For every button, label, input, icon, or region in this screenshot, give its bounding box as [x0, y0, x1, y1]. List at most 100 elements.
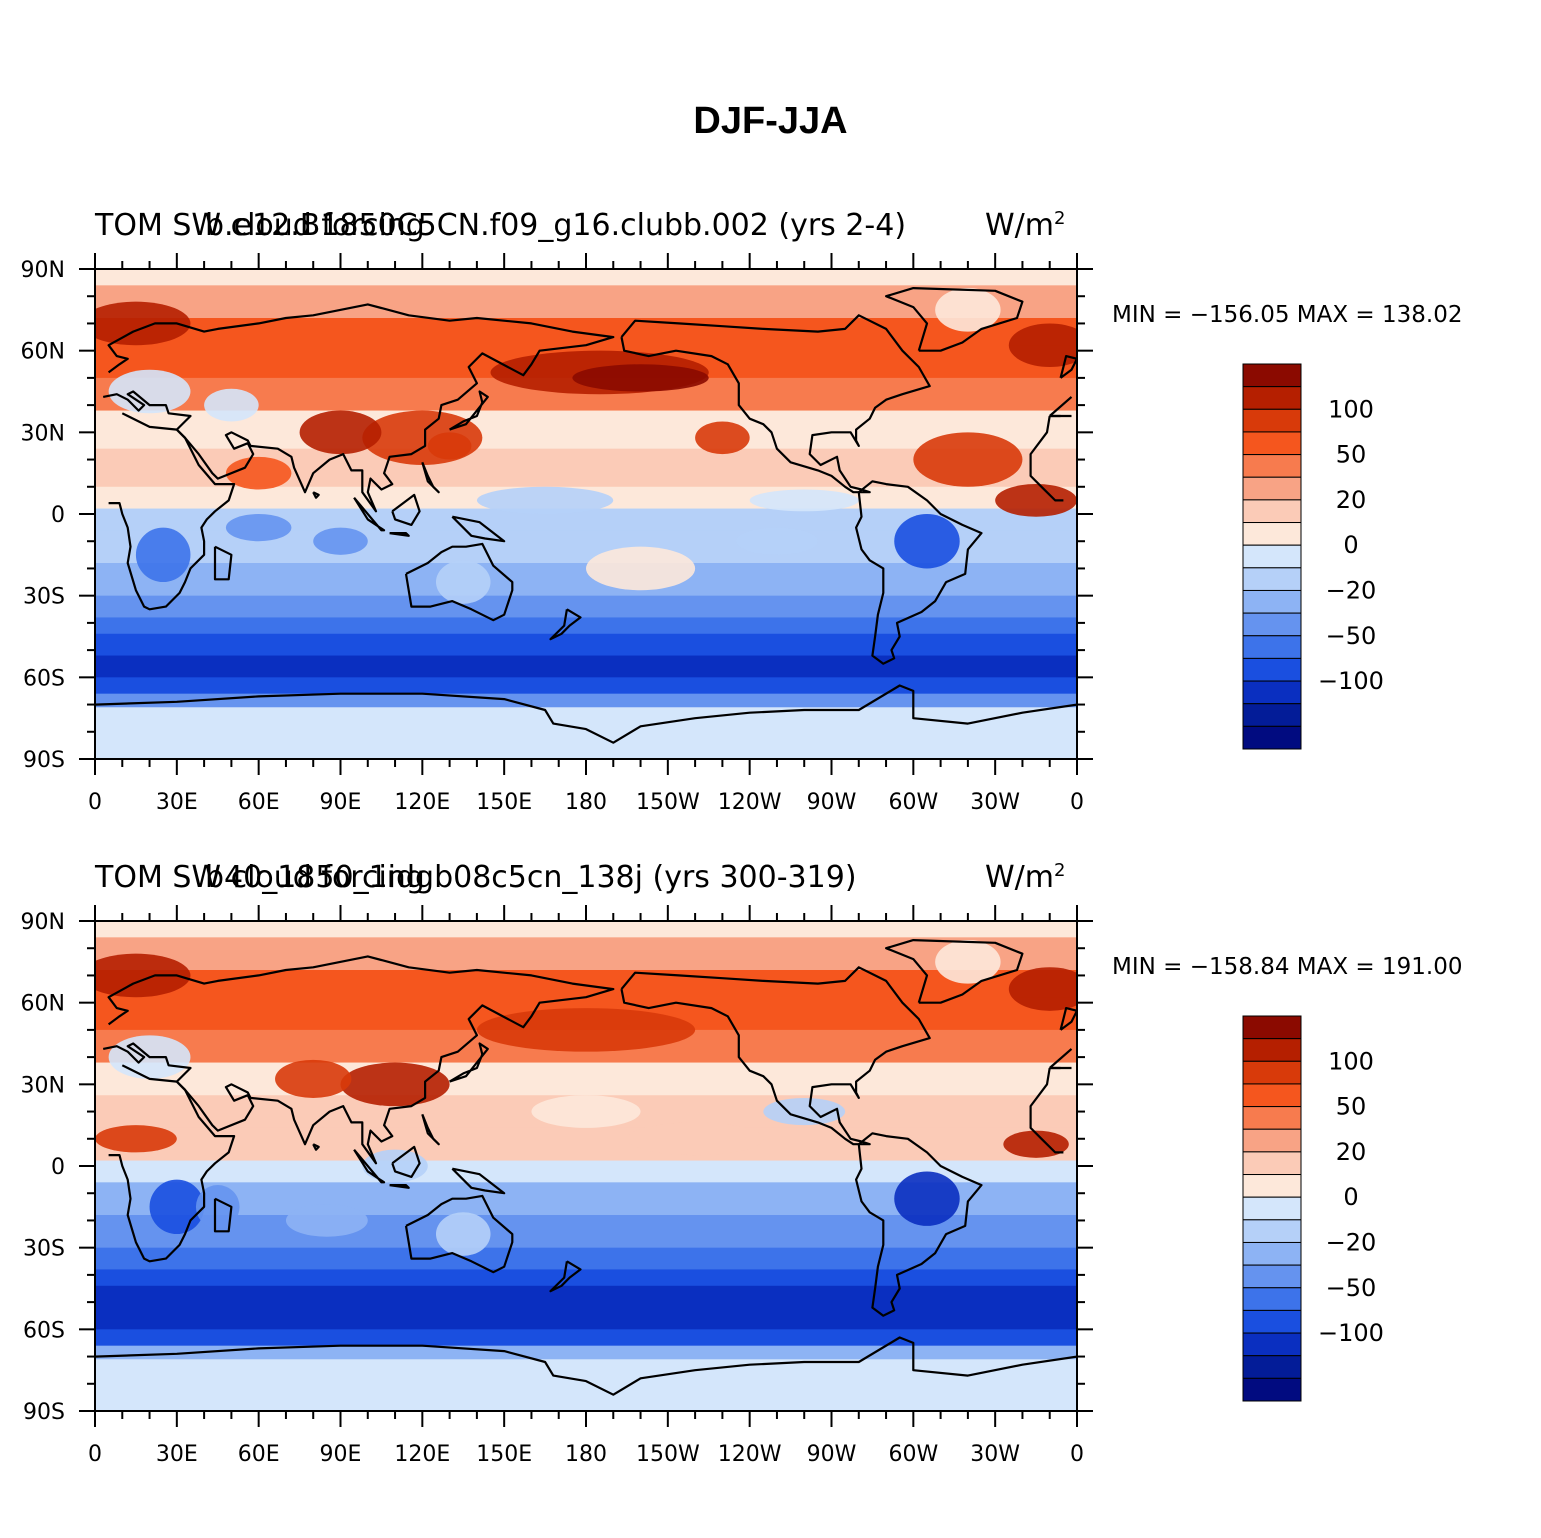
- lat-tick-label: 90S: [23, 1400, 65, 1425]
- field-band: [95, 617, 1077, 635]
- field-blob: [626, 1122, 764, 1156]
- field-blob: [195, 1185, 240, 1229]
- lon-tick-label: 180: [565, 790, 607, 815]
- lat-tick-label: 90S: [23, 748, 65, 773]
- panel-units-label: W/m2: [985, 860, 1066, 895]
- field-blob: [894, 514, 960, 569]
- colorbar-swatch: [1242, 1060, 1302, 1085]
- field-blob: [435, 560, 491, 604]
- colorbar-swatch: [1242, 431, 1302, 456]
- colorbar-label: −20: [1326, 576, 1377, 604]
- field-blob: [749, 489, 859, 512]
- lon-tick-label: 30W: [970, 1442, 1020, 1467]
- map-svg-bottom: 90N 60N 30N 0 30S 60S 90S 0 30E 60E 90E 120E 150E 180…: [21, 905, 1384, 1467]
- field-band: [95, 595, 1077, 618]
- field-band: [95, 693, 1077, 708]
- field-band: [95, 269, 1077, 286]
- field-blob: [362, 1149, 428, 1183]
- field-blob: [225, 456, 292, 490]
- field-blob: [935, 940, 1001, 984]
- lon-tick-label: 30E: [156, 1442, 198, 1467]
- coastline: [404, 1194, 514, 1274]
- lon-tick-label: 30E: [156, 790, 198, 815]
- lat-tick-label: 60S: [23, 666, 65, 691]
- field-layer: [95, 269, 1077, 759]
- colorbar-swatch: [1242, 544, 1302, 569]
- colorbar-swatch: [1242, 386, 1302, 410]
- panel-case-label: b40_1850_1idgb08c5cn_138j (yrs 300-319): [205, 860, 857, 895]
- colorbar-swatch: [1242, 567, 1302, 591]
- colorbar-swatch: [1242, 1332, 1302, 1357]
- lon-tick-label: 120E: [394, 790, 450, 815]
- map-svg-top: 90N 60N 30N 0 30S 60S 90S 0 30E 60E 90E 120E 150E 180…: [21, 253, 1384, 815]
- colorbar-swatch: [1242, 1083, 1302, 1108]
- field-band: [95, 1307, 1077, 1330]
- field-band: [95, 1127, 1077, 1162]
- panel-title-top: TOM SW cloud forcing b.e12.B1850C5CN.f09…: [95, 208, 1065, 243]
- field-blob: [935, 288, 1001, 332]
- lat-tick-label: 0: [51, 1155, 65, 1180]
- field-blob: [427, 432, 472, 460]
- coastline: [1059, 355, 1077, 379]
- lon-tick-label: 30W: [970, 790, 1020, 815]
- coastline: [213, 545, 233, 581]
- field-blob: [135, 527, 191, 583]
- field-blob: [108, 369, 191, 414]
- coastline: [353, 496, 386, 532]
- colorbar-swatch: [1242, 1219, 1302, 1243]
- colorbar-label: 20: [1336, 1138, 1367, 1166]
- minmax-label: MIN = −156.05 MAX = 138.02: [1112, 302, 1463, 328]
- field-blob: [894, 1171, 960, 1226]
- colorbar-swatch: [1242, 1241, 1302, 1266]
- coastline: [213, 1197, 233, 1233]
- colorbar-swatch: [1242, 680, 1302, 705]
- field-blob: [285, 1204, 368, 1237]
- coastline: [451, 515, 506, 543]
- coastline: [620, 314, 931, 494]
- colorbar-label: 100: [1328, 395, 1374, 423]
- colorbar-swatch: [1242, 408, 1302, 433]
- colorbar-swatch: [1242, 1038, 1302, 1062]
- field-band: [95, 1269, 1077, 1287]
- field-band: [95, 1359, 1077, 1411]
- coastline: [312, 1143, 320, 1151]
- lon-tick-label: 60E: [238, 1442, 280, 1467]
- field-blob: [95, 301, 191, 346]
- coastlines: [95, 939, 1077, 1396]
- colorbar-swatch: [1242, 635, 1302, 659]
- field-band: [95, 707, 1077, 759]
- coastline: [421, 1113, 440, 1146]
- field-blob: [95, 1125, 177, 1153]
- colorbar-swatch: [1242, 499, 1302, 524]
- lon-tick-label: 180: [565, 1442, 607, 1467]
- panel-variable-label: TOM SW cloud forcing: [95, 208, 425, 243]
- colorbar-label: −20: [1326, 1228, 1377, 1256]
- lon-tick-label: 150E: [476, 790, 532, 815]
- coastline: [885, 939, 1024, 1004]
- lon-tick-label: 0: [1070, 1442, 1084, 1467]
- colorbar-label: −50: [1326, 622, 1377, 650]
- colorbar-label: −100: [1318, 1319, 1384, 1347]
- colorbar-swatch: [1242, 1151, 1302, 1176]
- colorbar-swatch: [1242, 725, 1302, 750]
- lat-tick-label: 90N: [21, 910, 65, 935]
- lat-tick-label: 60N: [21, 992, 65, 1017]
- colorbar-swatch: [1242, 363, 1302, 388]
- field-band: [95, 1247, 1077, 1270]
- panel-variable-label: TOM SW cloud forcing: [95, 860, 425, 895]
- coastline: [855, 1132, 983, 1317]
- field-blob: [572, 364, 709, 392]
- colorbar-label: −50: [1326, 1274, 1377, 1302]
- field-blob: [531, 1095, 641, 1128]
- field-blob: [275, 1059, 352, 1098]
- colorbar-swatch: [1242, 1196, 1302, 1221]
- colorbar-swatch: [1242, 703, 1302, 727]
- coastline: [549, 1260, 582, 1293]
- colorbar-label: 100: [1328, 1047, 1374, 1075]
- coastline: [549, 608, 582, 641]
- ticks: [79, 253, 1093, 775]
- lon-tick-label: 150W: [636, 790, 700, 815]
- coastline: [620, 966, 931, 1146]
- colorbar-swatch: [1242, 476, 1302, 501]
- field-blob: [149, 1179, 205, 1235]
